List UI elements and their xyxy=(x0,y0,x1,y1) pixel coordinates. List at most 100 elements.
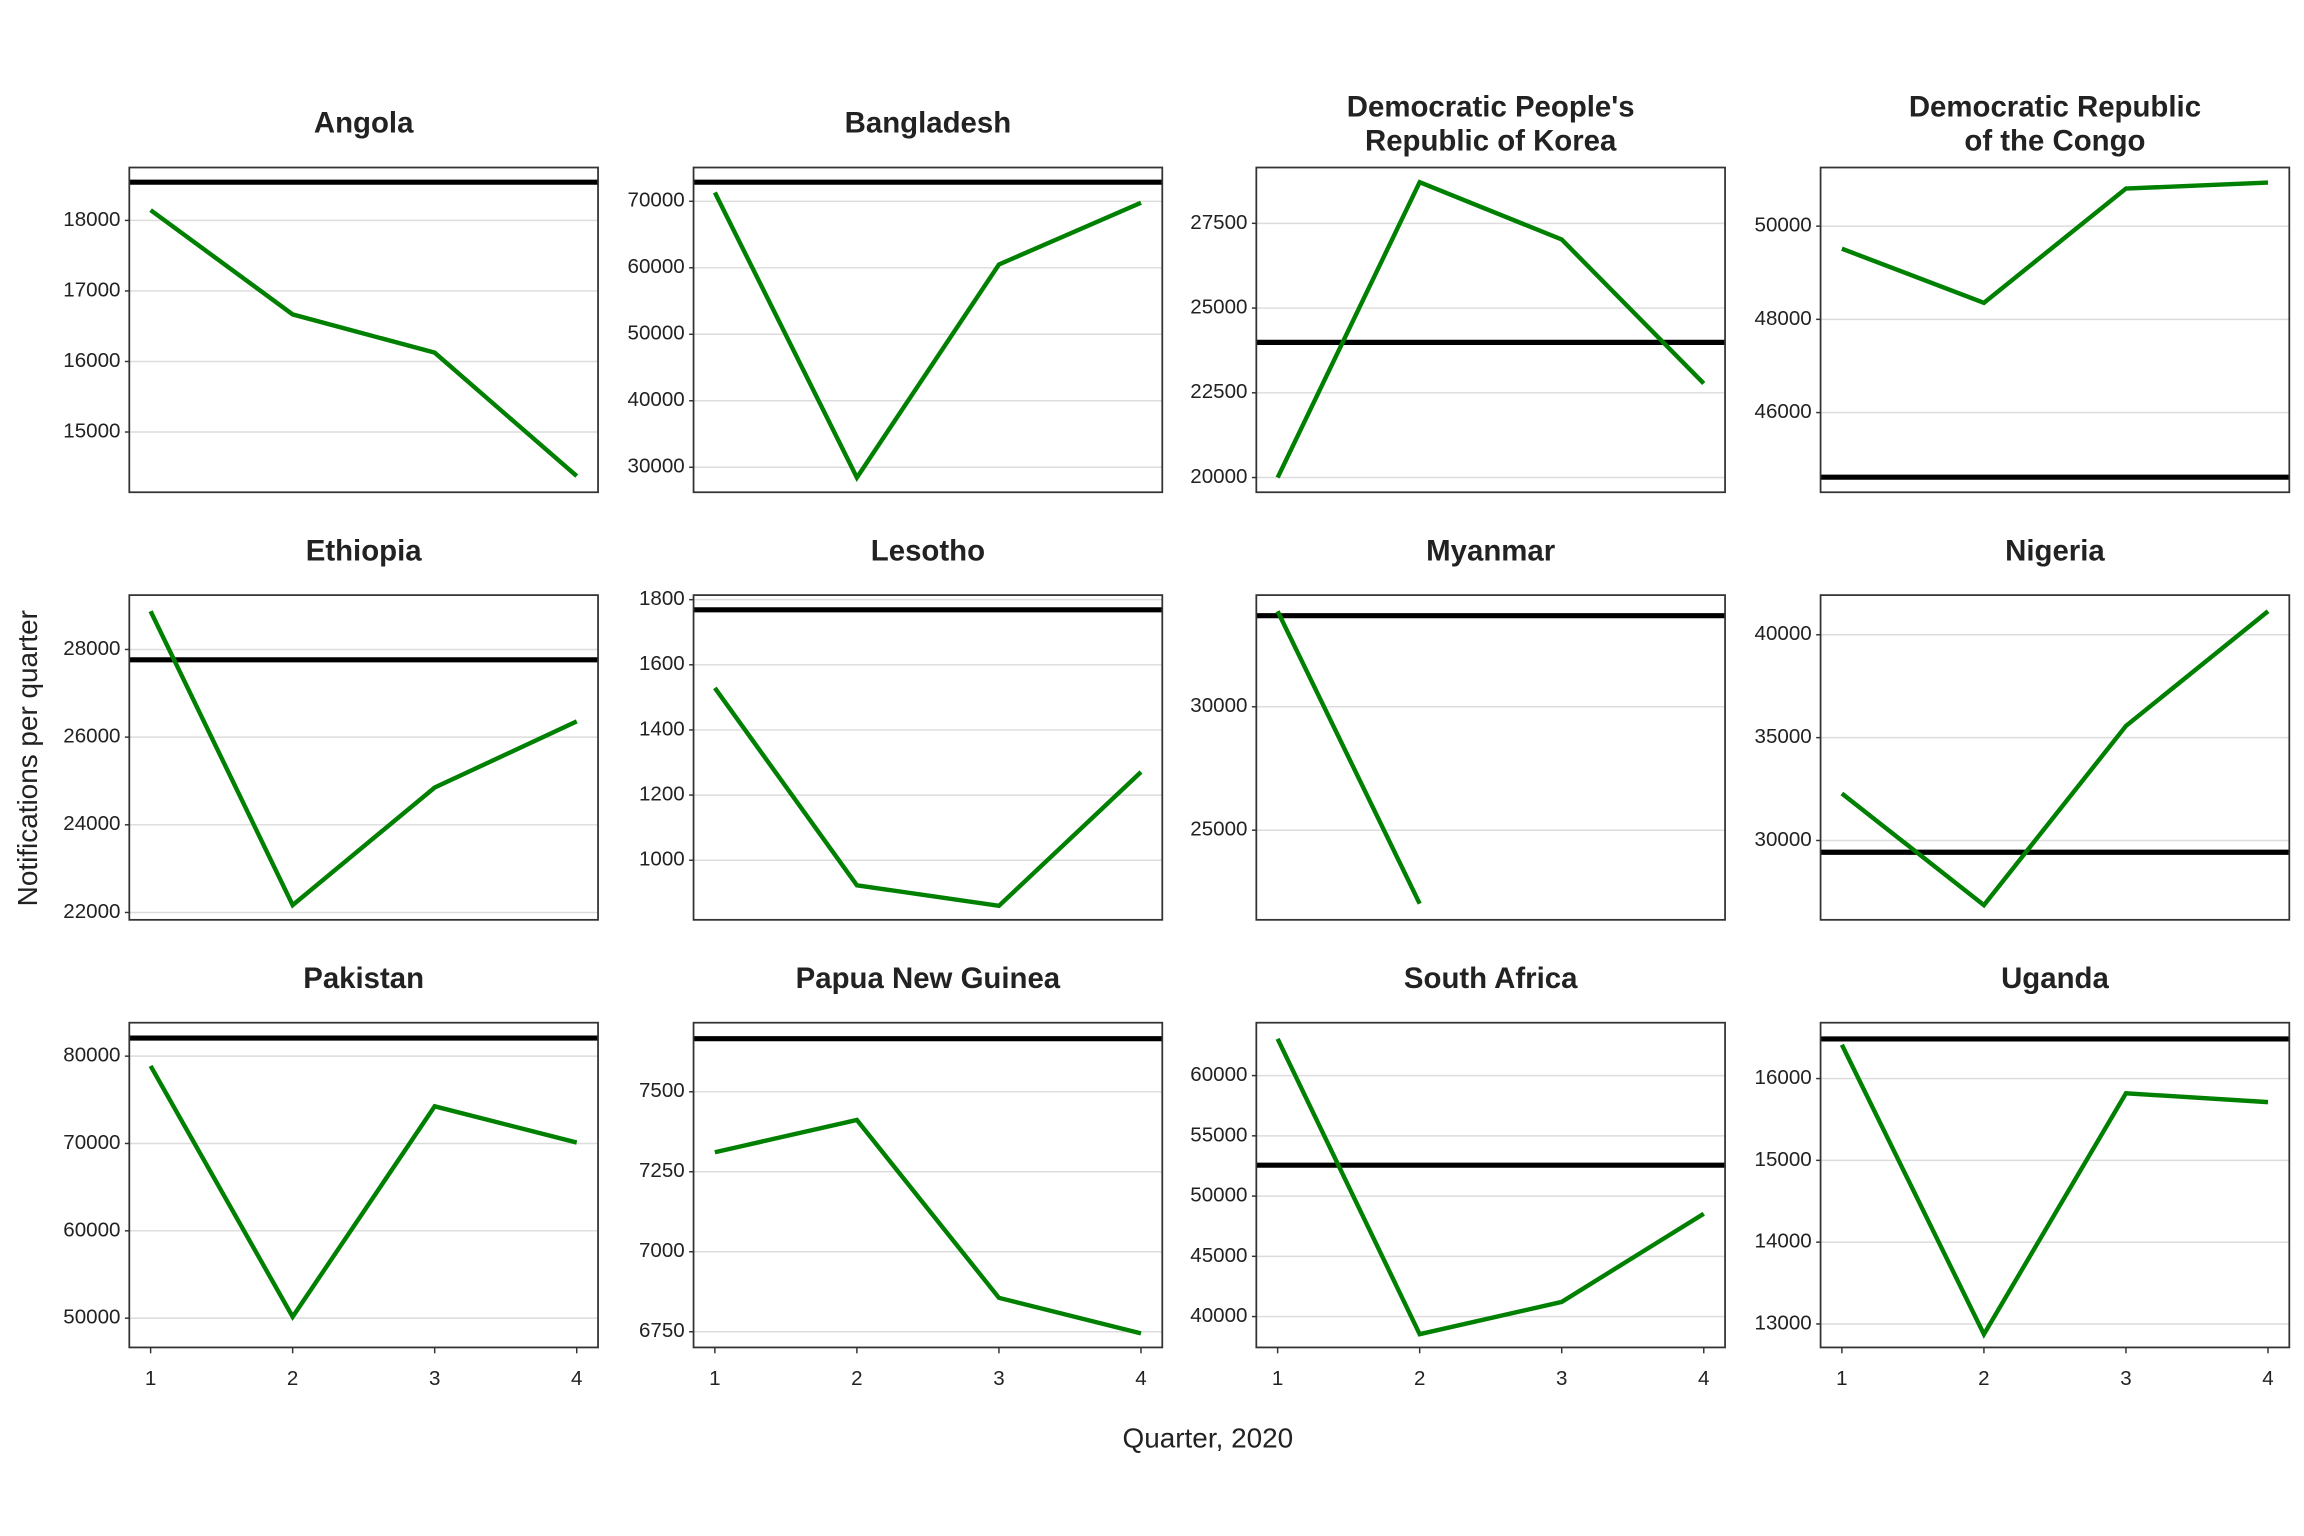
y-tick-label: 40000 xyxy=(1755,622,1812,645)
data-line xyxy=(1275,610,1422,905)
y-tick-label: 15000 xyxy=(1755,1148,1812,1171)
x-tick-label: 1 xyxy=(1836,1367,1847,1390)
y-tick-label: 1800 xyxy=(639,587,685,610)
data-line xyxy=(148,1064,578,1321)
panel-title: Ethiopia xyxy=(306,534,423,567)
y-tick-label: 50000 xyxy=(1190,1184,1247,1207)
x-tick-label: 3 xyxy=(1556,1367,1567,1390)
y-tick-label: 45000 xyxy=(1190,1244,1247,1267)
panel-border xyxy=(128,166,599,494)
y-tick-label: 7250 xyxy=(639,1159,685,1182)
y-tick-label: 27500 xyxy=(1190,211,1247,234)
y-tick-label: 30000 xyxy=(1190,694,1247,717)
y-tick-label: 70000 xyxy=(63,1131,120,1154)
panel-border xyxy=(692,166,1164,494)
panel-title: Uganda xyxy=(2001,962,2109,995)
y-tick-label: 1200 xyxy=(639,783,685,806)
y-tick-label: 15000 xyxy=(63,419,120,442)
data-line xyxy=(712,191,1142,482)
panel-title: Lesotho xyxy=(871,534,985,567)
y-tick-label: 26000 xyxy=(63,725,120,748)
data-line xyxy=(714,1117,1142,1336)
x-tick-label: 4 xyxy=(1698,1367,1709,1390)
x-tick-label: 3 xyxy=(429,1367,440,1390)
y-tick-label: 60000 xyxy=(1190,1063,1247,1086)
y-tick-label: 30000 xyxy=(1755,828,1812,851)
y-tick-label: 80000 xyxy=(63,1044,120,1067)
panel-title: Democratic People's xyxy=(1347,91,1635,124)
x-axis-label: Quarter, 2020 xyxy=(1123,1422,1294,1453)
data-line xyxy=(1275,179,1706,479)
panel-title: Nigeria xyxy=(2005,534,2105,567)
x-tick-label: 3 xyxy=(2120,1367,2131,1390)
y-tick-label: 60000 xyxy=(63,1218,120,1241)
y-tick-label: 25000 xyxy=(1190,818,1247,841)
panel-title: South Africa xyxy=(1404,962,1578,995)
y-tick-label: 70000 xyxy=(628,189,685,212)
panel-title: of the Congo xyxy=(1964,124,2145,157)
x-tick-label: 3 xyxy=(993,1367,1004,1390)
y-tick-label: 1600 xyxy=(639,652,685,675)
y-tick-label: 16000 xyxy=(63,349,120,372)
y-tick-label: 7500 xyxy=(639,1079,685,1102)
x-tick-label: 4 xyxy=(1135,1367,1146,1390)
y-tick-label: 16000 xyxy=(1755,1066,1812,1089)
y-tick-label: 7000 xyxy=(639,1239,685,1262)
y-tick-label: 6750 xyxy=(639,1319,685,1342)
y-tick-label: 50000 xyxy=(628,322,685,345)
y-tick-label: 25000 xyxy=(1190,296,1247,319)
panel-title: Democratic Republic xyxy=(1909,91,2201,124)
data-line xyxy=(1841,180,2269,306)
y-tick-label: 50000 xyxy=(63,1306,120,1329)
panel-border xyxy=(128,594,599,921)
y-tick-label: 30000 xyxy=(628,455,685,478)
x-tick-label: 2 xyxy=(1414,1367,1425,1390)
x-tick-label: 2 xyxy=(287,1367,298,1390)
data-line xyxy=(1839,1043,2269,1339)
x-tick-label: 4 xyxy=(571,1367,582,1390)
y-tick-label: 48000 xyxy=(1755,307,1812,330)
panel-title: Republic of Korea xyxy=(1365,124,1617,157)
y-tick-label: 22500 xyxy=(1190,380,1247,403)
panel-title: Angola xyxy=(314,107,414,140)
panel-border xyxy=(1255,594,1726,921)
y-tick-label: 17000 xyxy=(63,278,120,301)
panel-border xyxy=(1255,1021,1726,1349)
x-tick-label: 2 xyxy=(1978,1367,1989,1390)
y-tick-label: 50000 xyxy=(1755,214,1812,237)
data-line xyxy=(148,610,578,909)
y-tick-label: 60000 xyxy=(628,255,685,278)
x-tick-label: 2 xyxy=(851,1367,862,1390)
data-line xyxy=(149,208,579,478)
y-tick-label: 13000 xyxy=(1755,1311,1812,1334)
panel-border xyxy=(128,1021,599,1349)
panel-border xyxy=(1819,166,2291,494)
y-tick-label: 14000 xyxy=(1755,1230,1812,1253)
y-tick-label: 40000 xyxy=(1190,1304,1247,1327)
y-tick-label: 1400 xyxy=(639,717,685,740)
y-tick-label: 24000 xyxy=(63,812,120,835)
x-tick-label: 4 xyxy=(2262,1367,2273,1390)
panel-title: Pakistan xyxy=(303,962,424,995)
x-tick-label: 1 xyxy=(709,1367,720,1390)
y-tick-label: 22000 xyxy=(63,900,120,923)
panel-border xyxy=(692,1021,1164,1349)
panel-title: Myanmar xyxy=(1426,534,1555,567)
x-tick-label: 1 xyxy=(1272,1367,1283,1390)
x-tick-label: 1 xyxy=(145,1367,156,1390)
panel-border xyxy=(1819,1021,2291,1349)
panel-border xyxy=(692,594,1164,921)
y-tick-label: 1000 xyxy=(639,848,685,871)
y-tick-label: 18000 xyxy=(63,208,120,231)
panel-border xyxy=(1819,594,2291,921)
y-tick-label: 40000 xyxy=(628,388,685,411)
data-line xyxy=(1840,609,2270,909)
panel-title: Papua New Guinea xyxy=(796,962,1061,995)
y-tick-label: 28000 xyxy=(63,637,120,660)
y-axis-label: Notifications per quarter xyxy=(12,610,43,906)
data-line xyxy=(1275,1037,1705,1337)
y-tick-label: 55000 xyxy=(1190,1123,1247,1146)
y-tick-label: 46000 xyxy=(1755,400,1812,423)
